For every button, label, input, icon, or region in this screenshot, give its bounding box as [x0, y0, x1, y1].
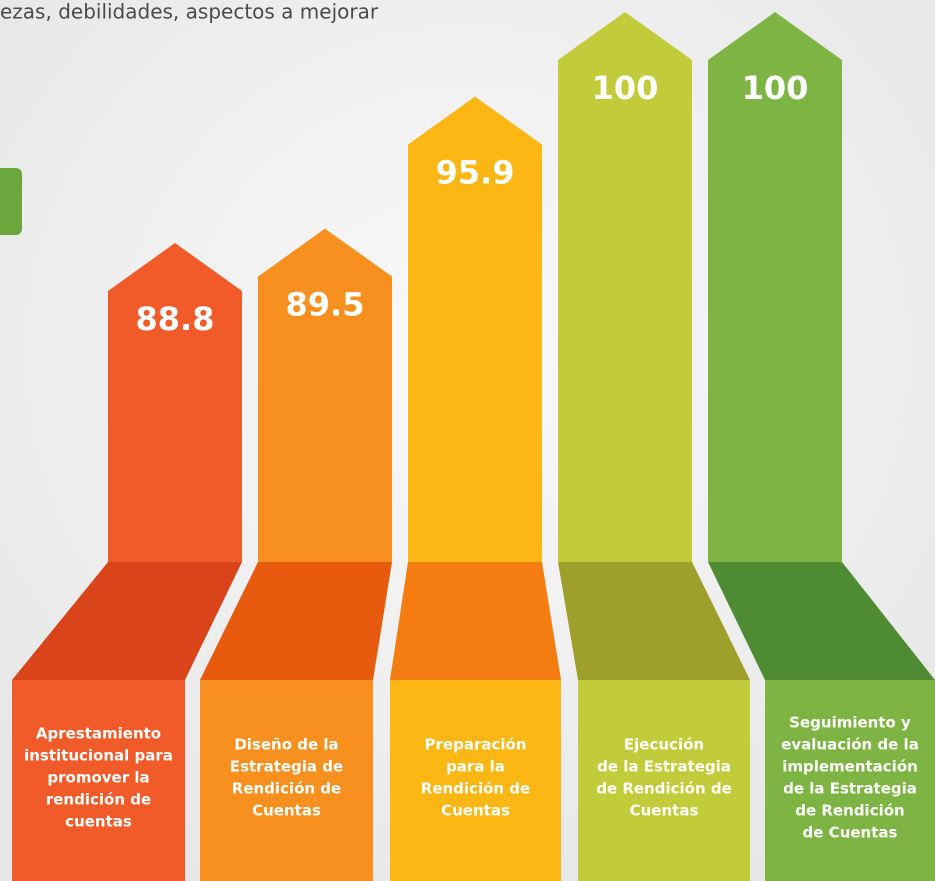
category-label: implementación	[782, 758, 918, 776]
label-panel	[12, 680, 185, 881]
category-label: de Rendición	[795, 802, 904, 820]
category-label: para la	[446, 758, 505, 776]
bar	[408, 96, 542, 562]
value-label: 100	[742, 69, 809, 107]
bar-base	[708, 562, 935, 680]
bar	[108, 243, 242, 562]
category-label: Cuentas	[441, 802, 510, 820]
category-label: de la Estrategia	[783, 780, 917, 798]
label-panel	[578, 680, 750, 881]
value-label: 89.5	[286, 286, 365, 324]
label-panel	[765, 680, 935, 881]
bar	[558, 12, 692, 562]
bar-base	[12, 562, 242, 680]
value-label: 88.8	[136, 300, 215, 338]
category-label: de Rendición de	[596, 780, 732, 798]
bar	[258, 228, 392, 562]
chart-title: ezas, debilidades, aspectos a mejorar	[0, 0, 379, 24]
side-tab	[0, 168, 22, 235]
value-label: 95.9	[436, 154, 515, 192]
label-panel	[200, 680, 373, 881]
category-label: Rendición de	[232, 780, 341, 798]
category-label: Estrategia de	[230, 758, 343, 776]
value-label: 100	[592, 69, 659, 107]
category-label: cuentas	[65, 813, 132, 831]
category-label: Cuentas	[630, 802, 699, 820]
category-label: rendición de	[46, 791, 151, 809]
category-label: promover la	[47, 769, 149, 787]
category-label: Diseño de la	[234, 736, 338, 754]
category-label: Cuentas	[252, 802, 321, 820]
category-label: Ejecución	[624, 736, 704, 754]
bar	[708, 12, 842, 562]
category-label: de Cuentas	[803, 824, 898, 842]
category-label: Preparación	[425, 736, 527, 754]
category-label: evaluación de la	[781, 736, 919, 754]
bar-base	[558, 562, 750, 680]
bar-base	[200, 562, 392, 680]
category-label: Seguimiento y	[789, 714, 911, 732]
bar-base	[390, 562, 561, 680]
category-label: Rendición de	[421, 780, 530, 798]
category-label: de la Estrategia	[597, 758, 731, 776]
category-label: Aprestamiento	[36, 725, 161, 743]
category-label: institucional para	[24, 747, 173, 765]
label-panel	[390, 680, 561, 881]
